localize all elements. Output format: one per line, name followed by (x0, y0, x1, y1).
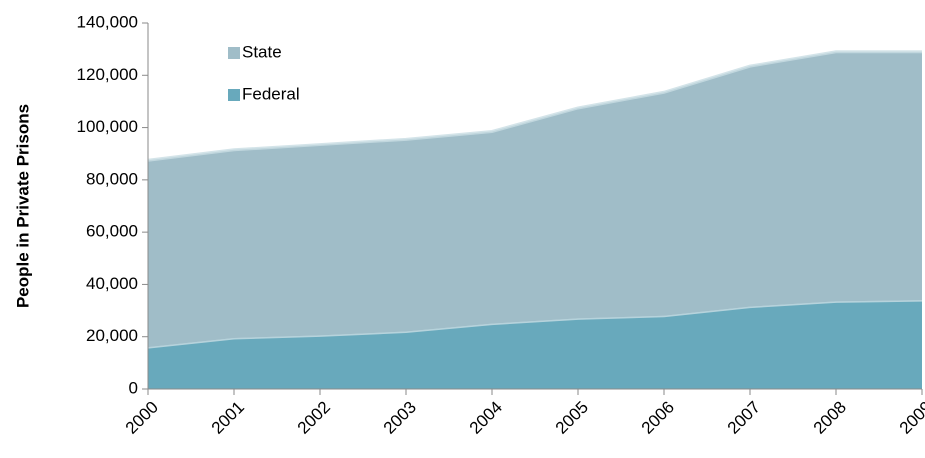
x-tick-label: 2007 (724, 398, 764, 438)
x-tick-label: 2006 (638, 398, 678, 438)
y-tick-label: 100,000 (77, 117, 138, 136)
y-tick-label: 120,000 (77, 65, 138, 84)
x-tick-label: 2009 (896, 398, 925, 438)
legend-label: Federal (242, 84, 300, 103)
y-tick-label: 140,000 (77, 12, 138, 31)
x-tick-label: 2002 (294, 398, 334, 438)
legend-label: State (242, 42, 282, 61)
y-tick-label: 20,000 (86, 326, 138, 345)
area-edge (147, 50, 922, 162)
y-tick-label: 40,000 (86, 274, 138, 293)
x-tick-label: 2005 (552, 398, 592, 438)
area (148, 51, 922, 348)
x-tick-label: 2003 (380, 398, 420, 438)
x-tick-label: 2001 (208, 398, 248, 438)
legend-swatch (228, 89, 240, 101)
legend-swatch (228, 47, 240, 59)
y-axis-label: People in Private Prisons (13, 104, 32, 308)
area (148, 300, 922, 389)
y-tick-label: 60,000 (86, 222, 138, 241)
x-tick-label: 2000 (122, 398, 162, 438)
x-tick-label: 2004 (466, 398, 506, 438)
y-tick-label: 80,000 (86, 169, 138, 188)
y-tick-label: 0 (129, 378, 138, 397)
x-tick-label: 2008 (810, 398, 850, 438)
